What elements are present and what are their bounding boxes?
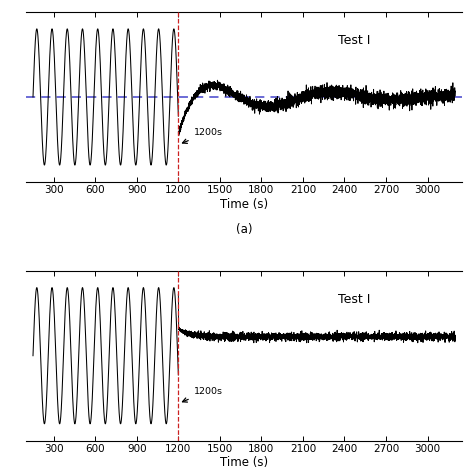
- Text: 1200s: 1200s: [182, 387, 223, 402]
- X-axis label: Time (s): Time (s): [220, 456, 268, 469]
- Text: (a): (a): [236, 223, 252, 236]
- Text: Test I: Test I: [338, 293, 370, 306]
- Text: Test I: Test I: [338, 34, 370, 47]
- Text: 1200s: 1200s: [182, 128, 223, 143]
- X-axis label: Time (s): Time (s): [220, 198, 268, 210]
